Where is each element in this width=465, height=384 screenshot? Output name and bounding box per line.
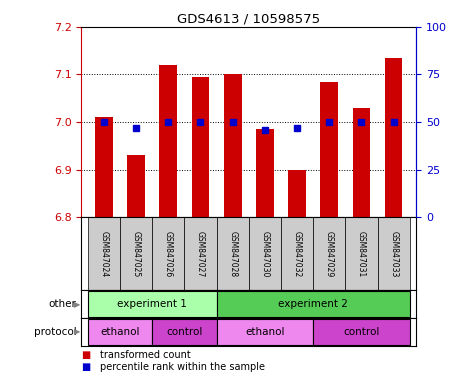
Bar	[224, 74, 241, 217]
Bar	[88, 318, 152, 345]
Bar	[217, 217, 249, 290]
Bar	[88, 291, 217, 318]
Bar	[217, 318, 313, 345]
Title: GDS4613 / 10598575: GDS4613 / 10598575	[177, 13, 320, 26]
Text: experiment 1: experiment 1	[117, 299, 187, 309]
Text: other: other	[49, 299, 77, 309]
Text: percentile rank within the sample: percentile rank within the sample	[100, 362, 265, 372]
Text: control: control	[343, 327, 379, 337]
Bar	[192, 77, 209, 217]
Bar	[120, 217, 152, 290]
Bar	[281, 217, 313, 290]
Bar	[313, 318, 410, 345]
Bar	[127, 156, 145, 217]
Bar	[95, 118, 113, 217]
Text: GSM847028: GSM847028	[228, 231, 237, 277]
Text: ▶: ▶	[74, 327, 80, 336]
Text: GSM847031: GSM847031	[357, 231, 366, 277]
Text: ethanol: ethanol	[100, 327, 140, 337]
Bar	[185, 217, 217, 290]
Bar	[352, 108, 370, 217]
Bar	[385, 58, 403, 217]
Text: GSM847033: GSM847033	[389, 231, 398, 277]
Bar	[152, 217, 185, 290]
Text: GSM847024: GSM847024	[100, 231, 108, 277]
Text: protocol: protocol	[34, 327, 77, 337]
Bar	[378, 217, 410, 290]
Text: control: control	[166, 327, 203, 337]
Text: GSM847027: GSM847027	[196, 231, 205, 277]
Text: GSM847029: GSM847029	[325, 231, 334, 277]
Bar	[159, 65, 177, 217]
Bar	[217, 291, 410, 318]
Text: ■: ■	[81, 362, 91, 372]
Bar	[88, 217, 120, 290]
Text: transformed count: transformed count	[100, 350, 191, 360]
Bar	[320, 82, 338, 217]
Text: GSM847026: GSM847026	[164, 231, 173, 277]
Bar	[345, 217, 378, 290]
Text: GSM847025: GSM847025	[132, 231, 140, 277]
Bar	[313, 217, 345, 290]
Bar	[152, 318, 217, 345]
Text: GSM847030: GSM847030	[260, 231, 269, 277]
Bar	[288, 170, 306, 217]
Bar	[249, 217, 281, 290]
Text: GSM847032: GSM847032	[292, 231, 302, 277]
Text: experiment 2: experiment 2	[278, 299, 348, 309]
Text: ■: ■	[81, 350, 91, 360]
Text: ethanol: ethanol	[245, 327, 285, 337]
Bar	[256, 129, 274, 217]
Text: ▶: ▶	[74, 300, 80, 309]
